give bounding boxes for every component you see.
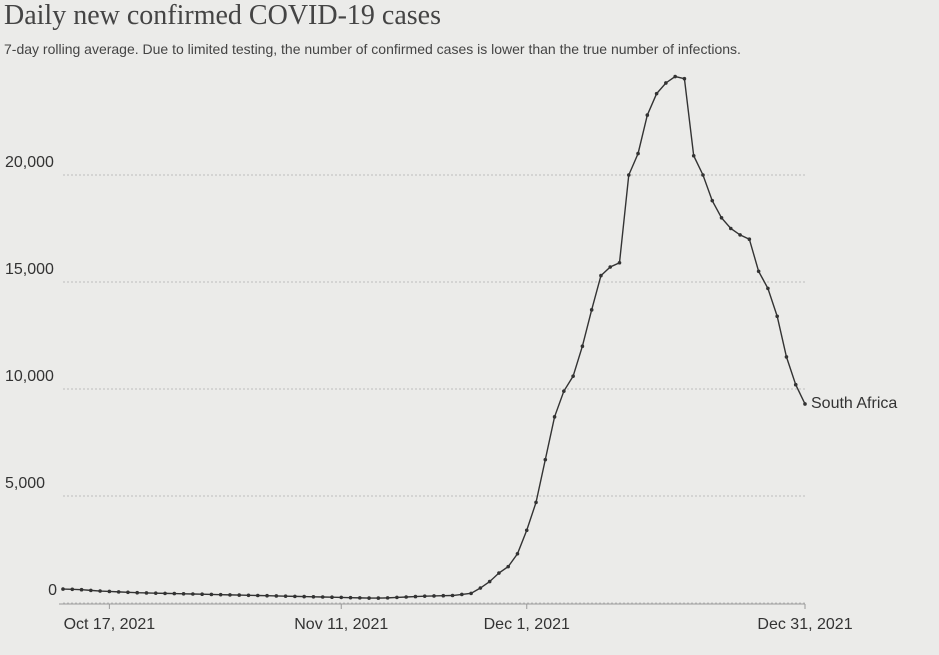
series-label: South Africa <box>811 395 897 412</box>
data-point <box>79 587 84 592</box>
data-point <box>562 389 566 393</box>
data-point <box>756 269 761 274</box>
data-point <box>599 273 603 278</box>
data-point <box>766 286 770 291</box>
data-point <box>432 594 436 598</box>
data-point <box>265 593 269 598</box>
data-point <box>701 173 705 177</box>
data-point <box>478 586 483 590</box>
data-point <box>348 595 353 600</box>
data-point <box>469 591 473 596</box>
data-point <box>395 595 399 600</box>
data-point <box>775 314 779 319</box>
data-point <box>339 595 344 600</box>
data-point <box>617 260 622 265</box>
data-point <box>682 76 687 81</box>
chart-title: Daily new confirmed COVID-19 cases <box>4 0 441 31</box>
data-point <box>246 593 251 598</box>
data-point <box>571 374 575 378</box>
x-tick-label: Dec 1, 2021 <box>484 616 570 633</box>
x-tick-label: Dec 31, 2021 <box>757 616 852 633</box>
data-point <box>654 91 659 96</box>
data-point <box>358 596 362 600</box>
data-point <box>793 382 798 387</box>
data-point <box>116 590 121 594</box>
data-point <box>367 596 371 600</box>
x-tick-label: Oct 17, 2021 <box>64 616 156 633</box>
y-tick-label: 10,000 <box>5 368 54 385</box>
data-point <box>413 594 418 599</box>
data-point <box>237 593 242 597</box>
data-point <box>636 151 640 156</box>
data-point <box>450 593 455 598</box>
data-point <box>552 415 557 419</box>
data-point <box>320 595 325 599</box>
data-point <box>515 551 520 556</box>
data-point <box>738 233 742 237</box>
data-point <box>311 594 316 599</box>
data-point <box>163 591 167 596</box>
data-point <box>422 594 427 598</box>
data-point <box>70 587 75 592</box>
data-point <box>135 590 139 595</box>
data-point <box>673 74 677 79</box>
data-point <box>534 500 538 505</box>
y-tick-label: 20,000 <box>5 154 54 171</box>
data-point <box>191 592 195 596</box>
data-point <box>645 113 650 117</box>
data-point <box>255 593 260 598</box>
data-point <box>589 308 594 312</box>
data-point <box>293 594 297 599</box>
data-point <box>441 593 446 598</box>
data-point <box>803 402 807 406</box>
data-point <box>719 216 724 220</box>
data-point <box>61 587 65 591</box>
data-point <box>691 153 696 158</box>
y-tick-label: 15,000 <box>5 261 54 278</box>
subtitle-box: 7-day rolling average. Due to limited te… <box>4 41 741 57</box>
data-point <box>710 198 715 203</box>
x-tick-label: Nov 11, 2021 <box>294 616 388 633</box>
data-point <box>543 457 548 462</box>
data-point <box>747 237 752 241</box>
data-point <box>330 595 334 600</box>
data-point <box>200 592 204 597</box>
data-point <box>487 579 492 584</box>
data-point <box>784 355 789 359</box>
data-point <box>302 594 306 599</box>
data-point <box>460 592 464 597</box>
data-point <box>89 588 93 593</box>
data-point <box>274 594 279 598</box>
data-point <box>283 594 288 598</box>
data-point <box>729 226 733 231</box>
data-point <box>228 593 232 597</box>
data-point <box>404 595 408 599</box>
data-point <box>172 591 177 596</box>
y-tick-label: 5,000 <box>5 475 45 492</box>
y-tick-label: 0 <box>48 582 57 599</box>
data-point <box>608 265 613 269</box>
data-point <box>376 596 381 600</box>
data-point <box>126 590 130 595</box>
data-point <box>218 592 223 597</box>
data-point <box>209 592 214 597</box>
data-point <box>385 596 390 600</box>
data-point <box>153 591 158 595</box>
data-point <box>506 564 511 569</box>
chart-subtitle: 7-day rolling average. Due to limited te… <box>4 41 741 57</box>
data-point <box>580 344 585 349</box>
data-point <box>626 173 631 177</box>
data-point <box>181 591 186 596</box>
data-point <box>107 589 112 594</box>
data-point <box>664 81 668 85</box>
data-point <box>497 571 501 575</box>
data-point <box>144 591 149 595</box>
data-point <box>98 589 102 593</box>
data-point <box>524 528 529 533</box>
